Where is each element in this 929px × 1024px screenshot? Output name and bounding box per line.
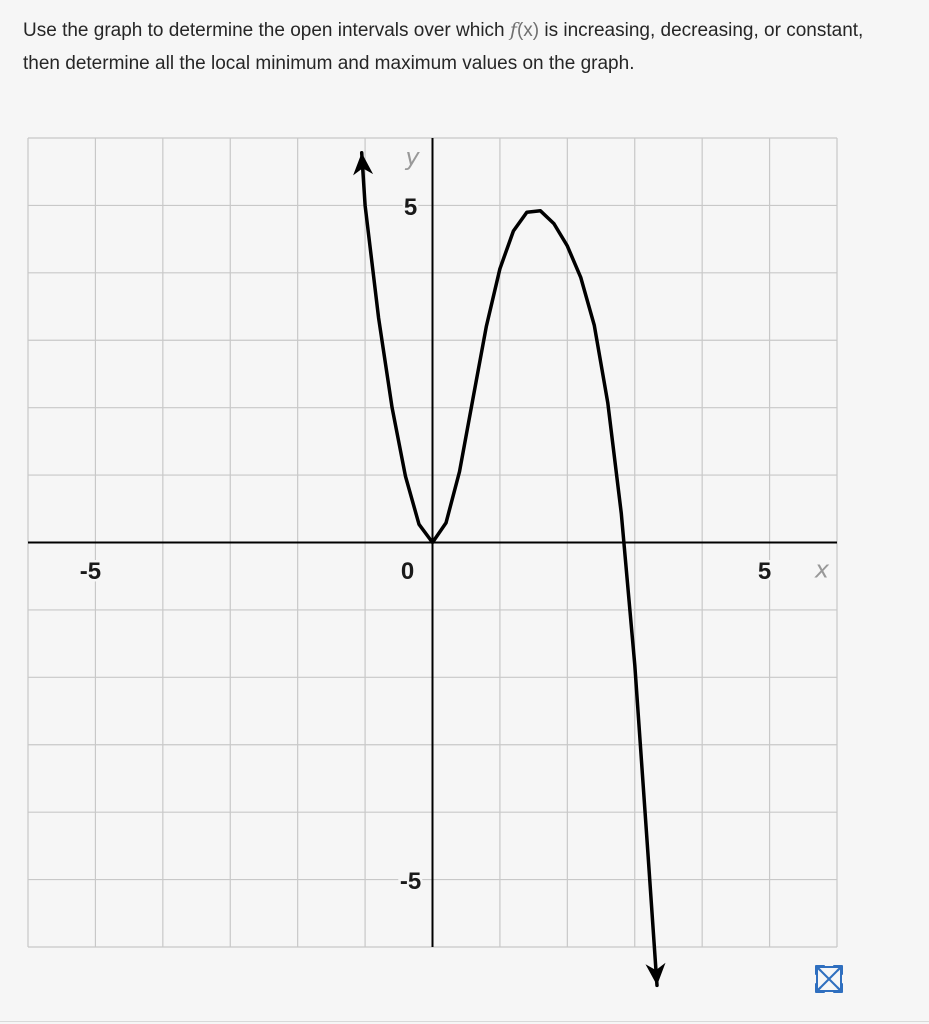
y-axis-label: y bbox=[404, 143, 420, 171]
question-text-before: Use the graph to determine the open inte… bbox=[23, 20, 510, 41]
function-argument: (x) bbox=[516, 20, 540, 41]
x-axis-label: x bbox=[814, 556, 830, 584]
function-curve bbox=[359, 151, 659, 988]
x-tick-label: 0 bbox=[401, 558, 414, 585]
curve-arrow-down bbox=[645, 962, 666, 986]
x-tick-label: -5 bbox=[80, 558, 101, 585]
y-tick-label: 5 bbox=[404, 194, 417, 221]
y-tick-label: -5 bbox=[400, 868, 421, 895]
x-tick-label: 5 bbox=[758, 558, 771, 585]
bottom-divider bbox=[0, 1021, 929, 1022]
question-text-after: is increasing, decreasing, or constant, … bbox=[23, 20, 864, 74]
curve-arrow-up bbox=[353, 152, 374, 176]
tick-labels: -5 0 5 5 -5 y x bbox=[77, 143, 830, 897]
function-name: f bbox=[509, 19, 517, 41]
expand-button[interactable] bbox=[811, 962, 847, 996]
function-notation: f(x) bbox=[509, 19, 540, 41]
question-prompt: Use the graph to determine the open inte… bbox=[23, 14, 903, 80]
curve-group bbox=[353, 151, 666, 988]
expand-icon bbox=[815, 965, 843, 993]
